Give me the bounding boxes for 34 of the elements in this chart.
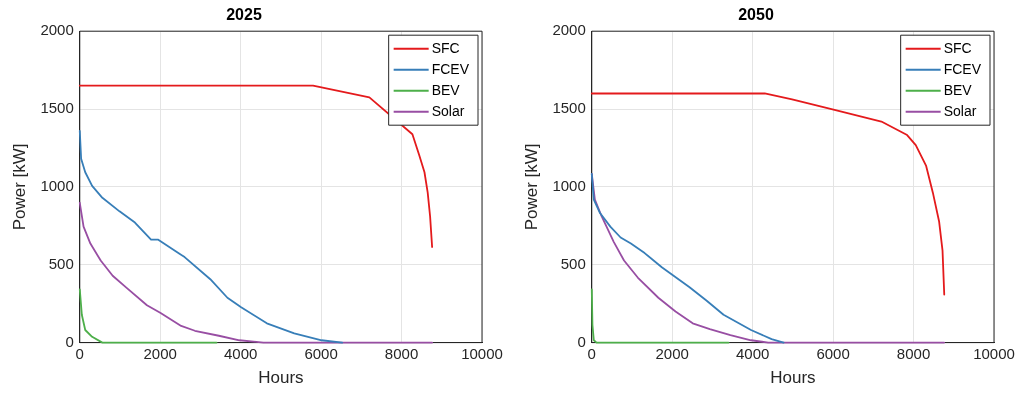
y-tick-label: 0: [65, 332, 74, 350]
x-tick-label: 2000: [143, 344, 177, 362]
legend-label: FCEV: [431, 60, 470, 77]
y-tick-label: 1000: [552, 177, 586, 195]
x-tick-label: 8000: [896, 344, 931, 362]
x-tick-label: 6000: [816, 344, 850, 362]
chart-title: 2025: [226, 6, 262, 24]
x-tick-label: 2000: [655, 344, 689, 362]
x-tick-label: 10000: [461, 344, 503, 362]
legend-label: BEV: [943, 81, 973, 98]
legend-label: FCEV: [943, 60, 982, 77]
legend-label: Solar: [943, 102, 977, 119]
x-axis-title: Hours: [770, 368, 816, 388]
legend-label: BEV: [431, 81, 461, 98]
legend-label: SFC: [943, 39, 972, 56]
y-tick-label: 1500: [552, 99, 586, 117]
y-tick-label: 1000: [40, 177, 74, 195]
x-tick-label: 4000: [223, 344, 258, 362]
legend-label: SFC: [431, 39, 460, 56]
y-tick-label: 2000: [552, 21, 586, 39]
x-tick-label: 8000: [384, 344, 419, 362]
y-tick-label: 1500: [40, 99, 74, 117]
x-tick-label: 10000: [973, 344, 1015, 362]
y-tick-label: 0: [577, 332, 586, 350]
y-axis-title: Power [kW]: [521, 143, 541, 231]
y-tick-label: 500: [48, 254, 74, 272]
x-tick-label: 6000: [304, 344, 338, 362]
y-axis-title: Power [kW]: [9, 143, 29, 231]
x-axis-title: Hours: [258, 368, 304, 388]
legend-label: Solar: [431, 102, 465, 119]
chart-title: 2050: [738, 6, 774, 24]
y-tick-label: 2000: [40, 21, 74, 39]
x-tick-label: 4000: [735, 344, 770, 362]
y-tick-label: 500: [560, 254, 586, 272]
